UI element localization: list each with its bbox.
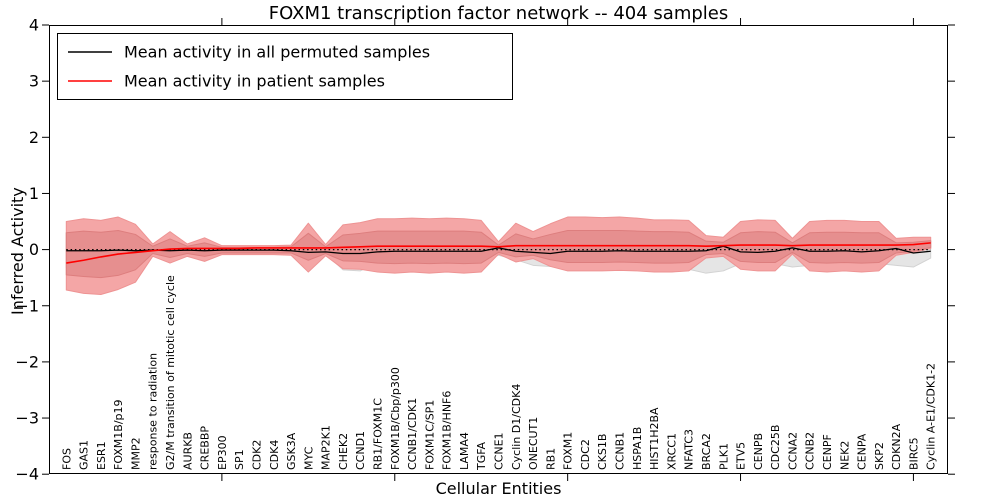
- x-tick-label: FOXM1B/p19: [112, 399, 125, 470]
- x-tick-label: CENPA: [856, 433, 869, 470]
- x-tick-label: XRCC1: [665, 433, 678, 470]
- x-tick-label: CCNB2: [804, 432, 817, 470]
- y-tick-label: −4: [15, 465, 39, 484]
- x-tick-label: PLK1: [717, 443, 730, 470]
- x-tick-label: EP300: [216, 435, 229, 470]
- x-tick-label: CENPF: [821, 434, 834, 470]
- x-tick-label: HIST1H2BA: [648, 407, 661, 470]
- x-tick-label: SKP2: [873, 442, 886, 470]
- y-tick-label: 1: [29, 184, 39, 203]
- x-tick-label: ETV5: [735, 442, 748, 470]
- x-tick-label: SP1: [233, 449, 246, 470]
- x-tick-label: CCNB1/CDK1: [406, 398, 419, 470]
- x-tick-label: FOS: [60, 448, 73, 470]
- y-tick-label: −3: [15, 409, 39, 428]
- series-line-patient-mean: [66, 242, 931, 264]
- series-line-permuted-mean: [66, 245, 931, 255]
- legend-box: [57, 33, 513, 100]
- x-tick-label: CDK2: [250, 440, 263, 470]
- x-tick-label: NEK2: [838, 441, 851, 470]
- x-tick-label: CCND1: [354, 431, 367, 470]
- x-tick-label: ONECUT1: [527, 417, 540, 470]
- x-tick-label: BIRC5: [907, 437, 920, 470]
- x-tick-label: HSPA1B: [631, 427, 644, 470]
- x-tick-label: MYC: [302, 446, 315, 470]
- x-tick-label: CDC2: [579, 439, 592, 470]
- x-tick-label: CENPB: [752, 433, 765, 470]
- y-tick-label: 2: [29, 128, 39, 147]
- y-tick-label: 4: [29, 16, 39, 35]
- legend-label: Mean activity in patient samples: [124, 72, 385, 91]
- x-tick-label: CDK4: [268, 440, 281, 470]
- x-tick-label: Cyclin A-E1/CDK1-2: [925, 363, 938, 470]
- x-tick-label: CDKN2A: [890, 423, 903, 470]
- y-tick-label: 3: [29, 72, 39, 91]
- x-tick-label: LAMA4: [458, 432, 471, 470]
- x-tick-label: FOXM1B/Cbp/p300: [389, 367, 402, 470]
- x-tick-label: BRCA2: [700, 433, 713, 470]
- x-tick-label: FOXM1: [562, 432, 575, 470]
- x-tick-label: RB1/FOXM1C: [371, 398, 384, 470]
- x-tick-label: CCNA2: [786, 432, 799, 470]
- x-tick-label: response to radiation: [147, 353, 160, 470]
- legend-label: Mean activity in all permuted samples: [124, 43, 430, 62]
- x-tick-label: FOXM1C/SP1: [423, 400, 436, 470]
- y-tick-label: −1: [15, 296, 39, 315]
- x-tick-label: CCNE1: [493, 432, 506, 470]
- x-tick-label: CCNB1: [614, 432, 627, 470]
- x-tick-label: MAP2K1: [320, 425, 333, 470]
- y-tick-label: 0: [29, 240, 39, 259]
- x-tick-label: MMP2: [129, 437, 142, 470]
- x-tick-label: GSK3A: [285, 432, 298, 470]
- x-tick-label: CDC25B: [769, 425, 782, 470]
- x-tick-label: AURKB: [181, 432, 194, 470]
- band-patient-inner-range: [65, 230, 932, 279]
- x-tick-label: NFATC3: [683, 429, 696, 470]
- chart-title: FOXM1 transcription factor network -- 40…: [268, 3, 729, 24]
- x-tick-label: TGFA: [475, 441, 488, 471]
- band-patient-outer-range: [65, 216, 932, 296]
- x-tick-label: CHEK2: [337, 433, 350, 470]
- y-tick-label: −2: [15, 352, 39, 371]
- x-tick-label: CREBBP: [199, 426, 212, 470]
- x-tick-label: ESR1: [95, 441, 108, 470]
- x-tick-label: CKS1B: [596, 434, 609, 470]
- x-tick-label: FOXM1B/HNF6: [441, 391, 454, 470]
- x-axis-label: Cellular Entities: [435, 479, 562, 498]
- x-tick-label: GAS1: [78, 440, 91, 470]
- x-tick-label: G2/M transition of mitotic cell cycle: [164, 275, 177, 470]
- x-tick-label: Cyclin D1/CDK4: [510, 384, 523, 470]
- plot-frame: [49, 25, 948, 474]
- x-tick-label: RB1: [544, 448, 557, 470]
